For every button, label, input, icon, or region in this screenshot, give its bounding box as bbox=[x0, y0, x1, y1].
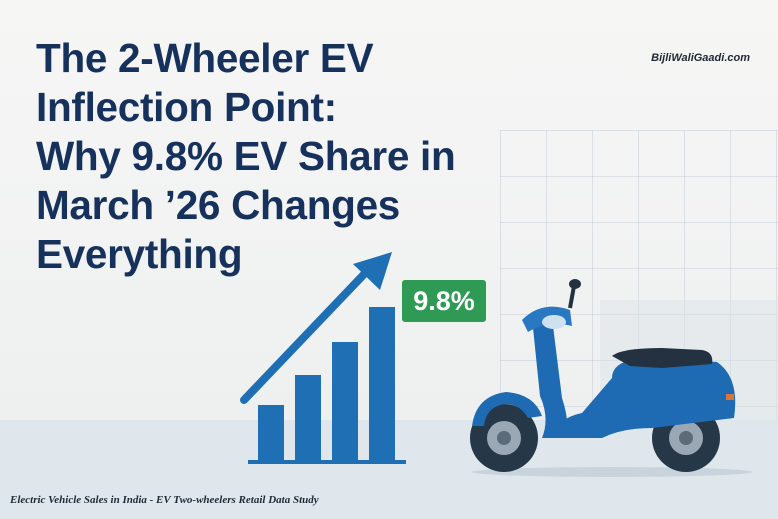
headline-line-4: March ’26 Changes bbox=[36, 182, 401, 228]
bar-4 bbox=[369, 307, 395, 460]
bar-2 bbox=[295, 375, 321, 460]
headline-line-2: Inflection Point: bbox=[36, 84, 337, 130]
headline-line-5: Everything bbox=[36, 231, 243, 277]
electric-scooter-icon bbox=[470, 279, 752, 477]
bar-3 bbox=[332, 342, 358, 460]
trend-arrow-icon bbox=[240, 252, 392, 404]
headline-line-3: Why 9.8% EV Share in bbox=[36, 133, 456, 179]
brand-watermark: BijliWaliGaadi.com bbox=[651, 52, 750, 64]
growth-bar-chart-icon bbox=[240, 252, 406, 464]
headline: The 2-Wheeler EV Inflection Point: Why 9… bbox=[36, 34, 456, 279]
ev-share-badge: 9.8% bbox=[402, 280, 486, 322]
bar-1 bbox=[258, 405, 284, 460]
footer-caption: Electric Vehicle Sales in India - EV Two… bbox=[10, 494, 319, 506]
chart-baseline bbox=[248, 460, 406, 464]
headline-line-1: The 2-Wheeler EV bbox=[36, 35, 374, 81]
